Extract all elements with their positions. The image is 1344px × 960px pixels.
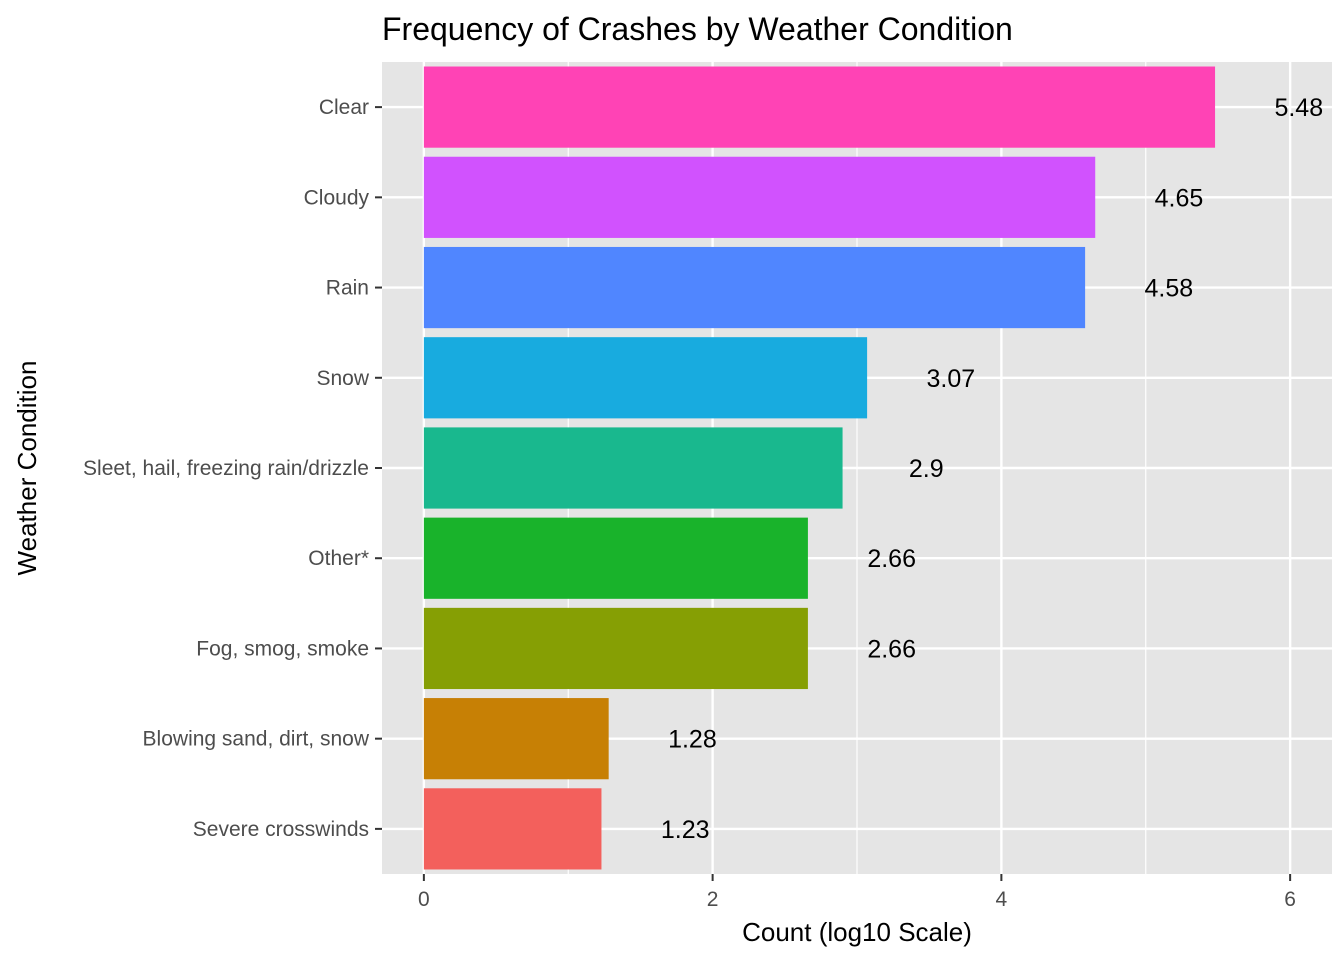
x-axis-title: Count (log10 Scale) — [742, 917, 972, 947]
x-tick-label: 0 — [418, 888, 430, 911]
bar — [423, 156, 1096, 238]
y-tick-label: Snow — [316, 367, 369, 390]
y-tick-label: Severe crosswinds — [193, 818, 369, 841]
y-tick-label: Blowing sand, dirt, snow — [143, 728, 370, 751]
value-label: 1.28 — [668, 726, 717, 754]
y-tick-label: Cloudy — [304, 186, 370, 209]
x-axis: 0 2 4 6 — [418, 874, 1296, 911]
y-tick-label: Rain — [326, 277, 369, 300]
x-tick-label: 2 — [707, 888, 719, 911]
y-tick-label: Fog, smog, smoke — [196, 637, 369, 660]
value-label: 2.9 — [909, 455, 944, 483]
bar — [423, 607, 808, 690]
y-axis: Clear Cloudy Rain Snow Sleet, hail, freezing… — [83, 96, 382, 841]
bar — [423, 246, 1086, 329]
value-label: 4.65 — [1155, 184, 1204, 212]
y-axis-title: Weather Condition — [12, 361, 42, 576]
value-label: 2.66 — [867, 635, 916, 663]
y-tick-label: Other* — [308, 547, 369, 570]
y-tick-label: Clear — [319, 96, 369, 119]
value-label: 2.66 — [867, 545, 916, 573]
bars — [423, 66, 1216, 870]
x-tick-label: 6 — [1284, 888, 1296, 911]
chart-title: Frequency of Crashes by Weather Conditio… — [382, 11, 1013, 47]
bar — [423, 698, 609, 780]
bar — [423, 337, 868, 419]
bar — [423, 427, 843, 509]
y-tick-label: Sleet, hail, freezing rain/drizzle — [83, 457, 369, 480]
value-label: 3.07 — [927, 365, 976, 393]
value-labels: 5.48 4.65 4.58 3.07 2.9 2.66 2.66 1.28 1.23 — [661, 94, 1323, 844]
bar — [423, 66, 1216, 148]
value-label: 1.23 — [661, 816, 710, 844]
x-tick-label: 4 — [996, 888, 1008, 911]
value-label: 4.58 — [1145, 275, 1194, 303]
bar — [423, 788, 602, 870]
bar — [423, 517, 808, 599]
value-label: 5.48 — [1274, 94, 1323, 122]
